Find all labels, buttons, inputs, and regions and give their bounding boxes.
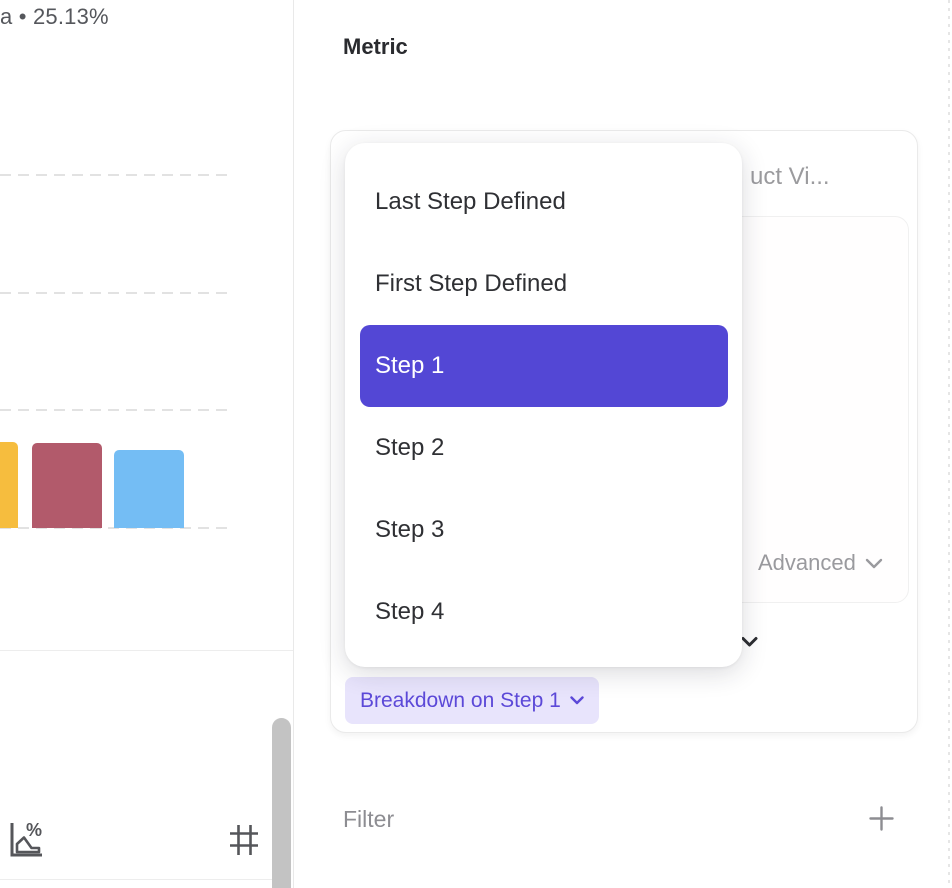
dropdown-option-step-3[interactable]: Step 3	[360, 489, 728, 571]
option-label: Step 3	[375, 516, 445, 543]
number-hash-icon[interactable]	[227, 822, 261, 858]
breakdown-on-step-button[interactable]: Breakdown on Step 1	[345, 677, 599, 724]
svg-text:%: %	[26, 821, 42, 840]
chart-gridline	[0, 174, 228, 176]
dropdown-option-last-step-defined[interactable]: Last Step Defined	[360, 161, 728, 243]
dropdown-option-first-step-defined[interactable]: First Step Defined	[360, 243, 728, 325]
right-panel-dotted-edge	[948, 0, 950, 888]
dropdown-option-step-4[interactable]: Step 4	[360, 571, 728, 653]
panel-divider-line	[0, 650, 293, 651]
funnel-bar-maroon[interactable]	[32, 443, 102, 528]
chart-gridline	[0, 409, 228, 411]
panel-vertical-divider	[293, 0, 294, 888]
chart-gridline	[0, 292, 228, 294]
add-filter-button[interactable]	[869, 806, 894, 831]
funnel-bar-orange[interactable]	[0, 442, 18, 528]
advanced-label: Advanced	[758, 550, 856, 575]
percent-funnel-chart-icon[interactable]: %	[8, 821, 44, 859]
vertical-scrollbar-thumb[interactable]	[272, 718, 291, 888]
step-select-dropdown: Last Step Defined First Step Defined Ste…	[345, 143, 742, 667]
chevron-down-icon[interactable]	[741, 636, 758, 648]
metric-section-heading: Metric	[343, 34, 408, 59]
plus-icon	[869, 806, 894, 831]
advanced-toggle[interactable]: Advanced	[758, 550, 883, 576]
breakdown-button-label: Breakdown on Step 1	[360, 688, 561, 712]
event-selector-label[interactable]: uct Vi...	[750, 163, 830, 190]
dropdown-option-step-1-selected[interactable]: Step 1	[360, 325, 728, 407]
option-label: First Step Defined	[375, 270, 568, 297]
option-label: Step 1	[375, 352, 445, 379]
dropdown-option-step-2[interactable]: Step 2	[360, 407, 728, 489]
chevron-down-icon	[865, 558, 883, 569]
option-label: Step 4	[375, 598, 445, 625]
chevron-down-icon	[570, 696, 584, 705]
option-label: Step 2	[375, 434, 445, 461]
chart-baseline	[0, 527, 228, 529]
toolbar-divider-line	[0, 879, 272, 880]
filter-section-heading: Filter	[343, 806, 395, 832]
chart-legend-text: a • 25.13%	[0, 4, 109, 29]
option-label: Last Step Defined	[375, 188, 566, 215]
funnel-bar-blue[interactable]	[114, 450, 184, 528]
